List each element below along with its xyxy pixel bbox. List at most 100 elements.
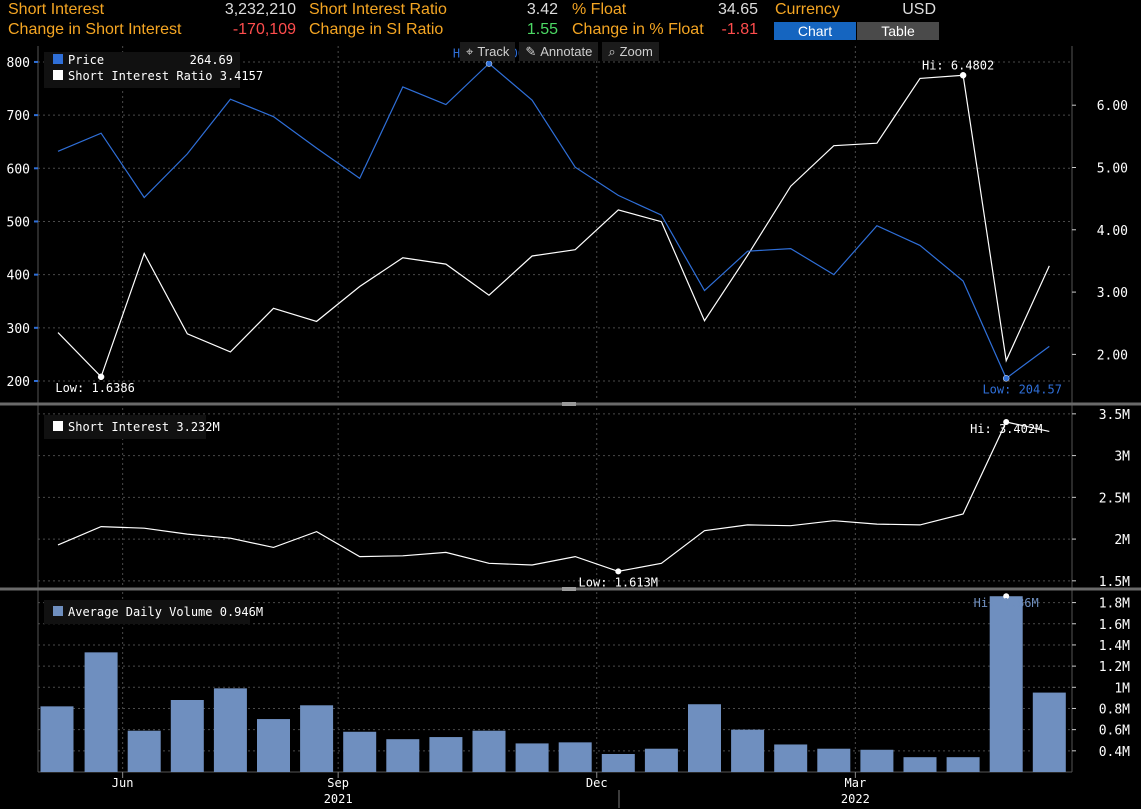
volume-bar	[84, 652, 118, 772]
short-interest-point	[316, 531, 318, 533]
extreme-label: Hi: 1.86M	[974, 596, 1039, 610]
volume-bar	[774, 744, 808, 772]
volume-bar	[257, 719, 290, 772]
extreme-marker	[97, 373, 105, 381]
si-ratio-point	[187, 333, 189, 335]
volume-tick-label: 0.4M	[1099, 745, 1130, 760]
volume-bar	[472, 730, 506, 772]
volume-bar	[386, 739, 420, 772]
volume-tick-label: 0.6M	[1099, 724, 1130, 739]
short-interest-point	[962, 513, 964, 515]
short-interest-point	[574, 556, 576, 558]
price-legend-swatch	[53, 54, 63, 64]
volume-bar	[903, 757, 937, 772]
si-ratio-point	[1005, 360, 1007, 362]
price-tick-label: 300	[7, 322, 30, 337]
month-label: Sep	[327, 776, 349, 790]
price-point	[230, 98, 232, 100]
price-point	[1049, 346, 1051, 348]
si-ratio-point	[790, 185, 792, 187]
price-point	[919, 245, 921, 247]
ratio-tick-label: 3.00	[1097, 286, 1128, 301]
short-interest-point	[445, 552, 447, 554]
legend-name: Short Interest 3.232M	[68, 420, 220, 434]
resize-handle	[562, 587, 576, 591]
si-ratio-point	[574, 249, 576, 251]
si-ratio-point	[488, 294, 490, 296]
tab-chart[interactable]: Chart	[774, 22, 856, 40]
crosshair-icon: ⌖	[466, 44, 474, 59]
price-point	[57, 150, 59, 152]
si-ratio-point	[230, 351, 232, 353]
price-point	[833, 274, 835, 276]
volume-bar	[644, 748, 678, 772]
price-point	[574, 166, 576, 168]
pencil-icon: ✎	[525, 44, 537, 59]
short-interest-point	[1049, 431, 1051, 433]
ratio-tick-label: 4.00	[1097, 224, 1128, 239]
si-ratio-point	[876, 142, 878, 144]
extreme-label: Low: 1.613M	[579, 575, 658, 589]
chg-float-value: -1.81	[721, 21, 758, 38]
short-interest-point	[488, 562, 490, 564]
zoom-tool[interactable]: ⌕ Zoom	[602, 42, 659, 61]
short-interest-point	[919, 524, 921, 526]
volume-tick-label: 1.6M	[1099, 618, 1130, 633]
si-tick-label: 1.5M	[1099, 575, 1130, 590]
extreme-marker	[615, 568, 622, 575]
volume-tick-label: 1.2M	[1099, 660, 1130, 675]
volume-tick-label: 0.8M	[1099, 702, 1130, 717]
volume-tick-label: 1M	[1114, 681, 1130, 696]
price-point	[747, 250, 749, 252]
price-tick-label: 200	[7, 375, 30, 390]
extreme-label: Hi: 3.402M	[970, 422, 1042, 436]
short-interest-point	[402, 555, 404, 557]
si-ratio-point	[919, 78, 921, 80]
short-interest-point	[57, 544, 59, 546]
chg-short-interest-value: -170,109	[232, 21, 296, 38]
price-point	[962, 280, 964, 282]
price-point	[187, 153, 189, 155]
volume-bar	[429, 737, 463, 772]
chg-si-ratio-value: 1.55	[526, 21, 558, 38]
volume-bar	[601, 754, 635, 772]
annotate-tool[interactable]: ✎ Annotate	[519, 42, 599, 61]
si-ratio-point	[445, 263, 447, 265]
price-point	[618, 195, 620, 197]
currency-label: Currency	[775, 1, 840, 18]
si-ratio-point	[747, 255, 749, 257]
resize-handle	[562, 402, 576, 406]
float-value: 34.65	[717, 1, 758, 18]
volume-bar	[860, 749, 894, 772]
extreme-marker	[1003, 419, 1010, 426]
si-tick-label: 2.5M	[1099, 491, 1130, 506]
month-label: Dec	[586, 776, 608, 790]
month-label: Jun	[112, 776, 134, 790]
short-interest-value: 3,232,210	[224, 1, 296, 18]
si-ratio-point	[143, 253, 145, 255]
si-ratio-point	[531, 255, 533, 257]
short-interest-point	[100, 526, 102, 528]
ratio-tick-label: 5.00	[1097, 161, 1128, 176]
zoom-label: Zoom	[619, 44, 653, 59]
si-tick-label: 2M	[1114, 533, 1130, 548]
price-point	[790, 248, 792, 250]
extreme-marker	[485, 60, 493, 67]
si-ratio-line	[57, 74, 1050, 378]
magnifier-icon: ⌕	[608, 44, 616, 59]
float-label: % Float	[572, 1, 627, 18]
short-interest-point	[230, 537, 232, 539]
month-label: Mar	[845, 776, 867, 790]
volume-bar	[1032, 692, 1066, 772]
volume-bar	[300, 705, 334, 772]
si-ratio-point	[661, 221, 663, 223]
si-ratio-label: Short Interest Ratio	[309, 1, 447, 18]
volume-bar	[688, 704, 721, 772]
volume-legend	[44, 600, 250, 624]
short-interest-line	[57, 421, 1050, 573]
price-tick-label: 700	[7, 109, 30, 124]
volume-bar	[343, 731, 377, 772]
tab-table[interactable]: Table	[857, 22, 939, 40]
price-point	[876, 225, 878, 227]
track-tool[interactable]: ⌖ Track	[460, 42, 516, 61]
